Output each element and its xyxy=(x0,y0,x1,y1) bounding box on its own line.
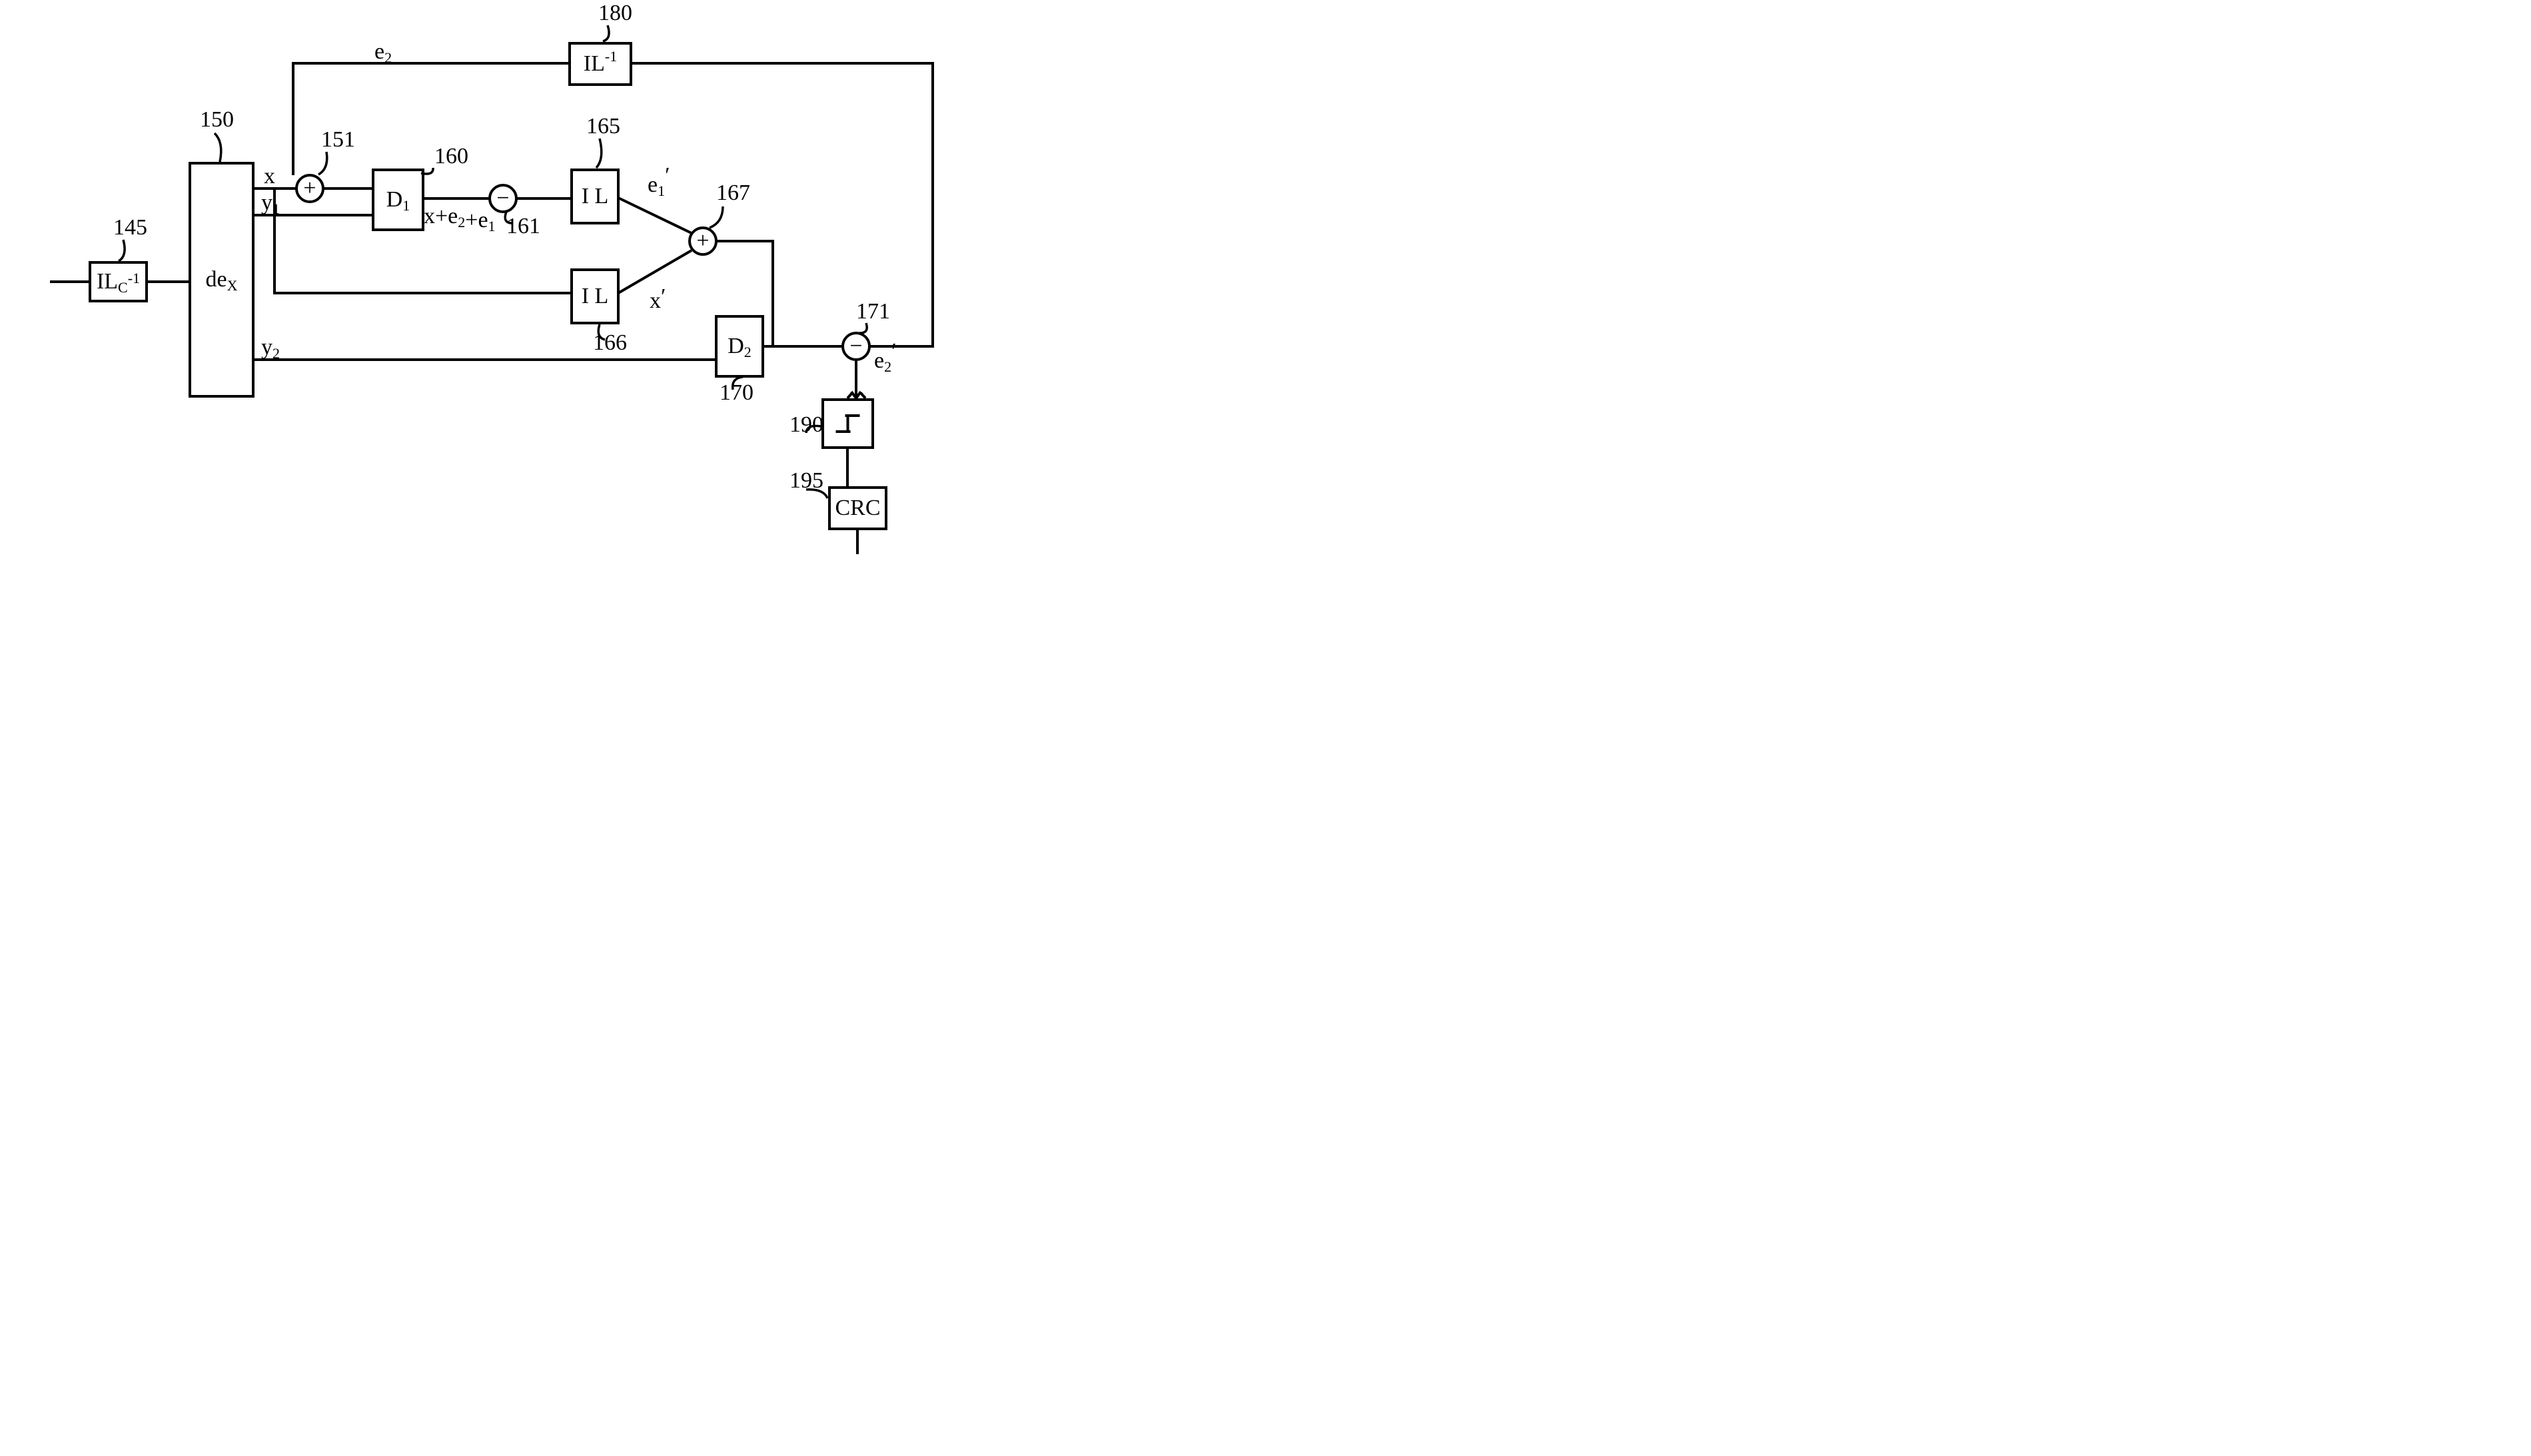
s151-sign: + xyxy=(303,176,316,200)
crc-label: CRC xyxy=(835,496,880,520)
wire xyxy=(293,63,570,175)
leader-165 xyxy=(596,139,602,168)
leader-150 xyxy=(215,133,221,162)
signal-e1p: e1′ xyxy=(648,163,670,199)
signal-xe: x+e2+e1 xyxy=(424,204,496,234)
ref-190: 190 xyxy=(789,412,823,437)
signal-x: x xyxy=(264,164,275,188)
ref-180: 180 xyxy=(598,1,632,25)
ref-145: 145 xyxy=(113,215,147,240)
ref-161: 161 xyxy=(506,214,540,238)
ref-170: 170 xyxy=(720,380,754,405)
leader-145 xyxy=(119,240,125,261)
leader-167 xyxy=(710,206,723,228)
arrow xyxy=(851,360,861,398)
leader-151 xyxy=(318,152,327,175)
signal-xp: x′ xyxy=(650,284,666,313)
s161-sign: − xyxy=(496,186,509,210)
ref-160: 160 xyxy=(434,144,468,169)
leader-171 xyxy=(859,323,867,333)
signal-y1: y1 xyxy=(261,190,280,217)
signal-y2: y2 xyxy=(261,335,280,362)
leader-180 xyxy=(603,25,609,41)
ref-151: 151 xyxy=(321,127,355,152)
s171-sign: − xyxy=(849,334,862,358)
ref-171: 171 xyxy=(856,299,890,324)
block-diagram: ILC-1deXD1I LI LD2IL-1CRC+−+−xy1y2e2x+e2… xyxy=(0,0,1013,582)
ref-165: 165 xyxy=(586,114,620,139)
wire xyxy=(618,198,692,233)
signal-e2p: e2′ xyxy=(874,339,897,375)
signal-e2: e2 xyxy=(374,39,392,66)
wire xyxy=(618,250,692,293)
ref-150: 150 xyxy=(200,107,234,132)
il1-label: I L xyxy=(582,184,609,208)
s167-sign: + xyxy=(696,228,709,253)
ref-167: 167 xyxy=(716,181,750,205)
il2-label: I L xyxy=(582,284,609,308)
